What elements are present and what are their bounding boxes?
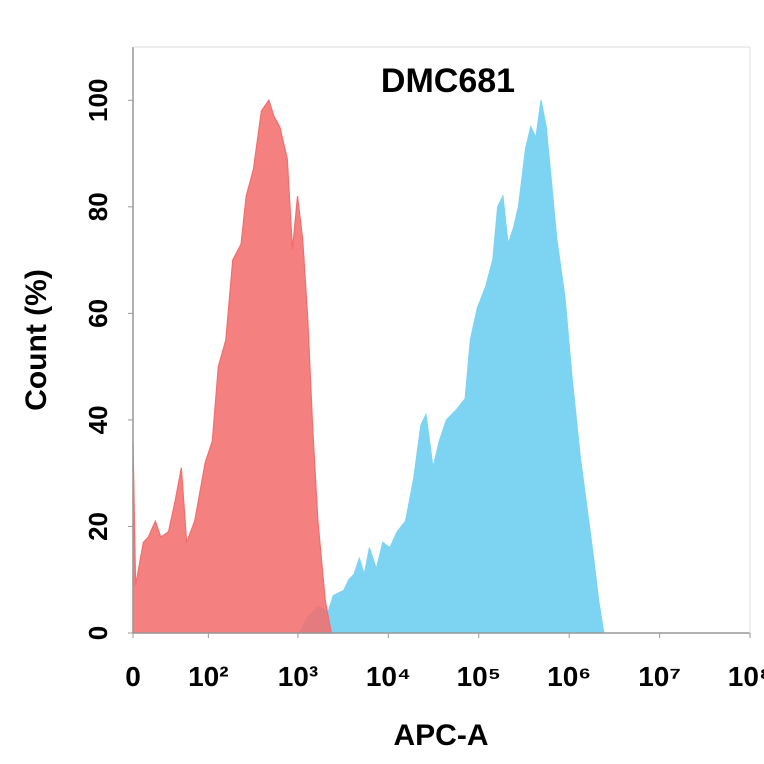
x-tick-label: 10⁴ bbox=[366, 661, 411, 692]
y-tick-label: 60 bbox=[83, 299, 113, 328]
chart-title: DMC681 bbox=[381, 62, 515, 100]
y-tick-label: 40 bbox=[83, 405, 113, 434]
histogram-area bbox=[298, 100, 605, 634]
x-tick-label: 10³ bbox=[278, 661, 318, 692]
y-tick-label: 80 bbox=[83, 192, 113, 221]
x-tick-label: 10⁷ bbox=[638, 661, 681, 692]
y-tick-label: 100 bbox=[83, 79, 113, 122]
x-tick-label: 10⁶ bbox=[547, 661, 591, 692]
y-axis-title: Count (%) bbox=[20, 269, 53, 411]
x-tick-label: 0 bbox=[125, 661, 141, 692]
x-tick-label: 10⁸ bbox=[728, 661, 764, 692]
y-tick-label: 0 bbox=[83, 626, 113, 640]
x-tick-label: 10⁵ bbox=[457, 661, 501, 692]
y-tick-label: 20 bbox=[83, 512, 113, 541]
x-tick-label: 10² bbox=[188, 661, 228, 692]
x-axis-title: APC-A bbox=[394, 719, 489, 752]
histogram-area bbox=[132, 98, 333, 634]
